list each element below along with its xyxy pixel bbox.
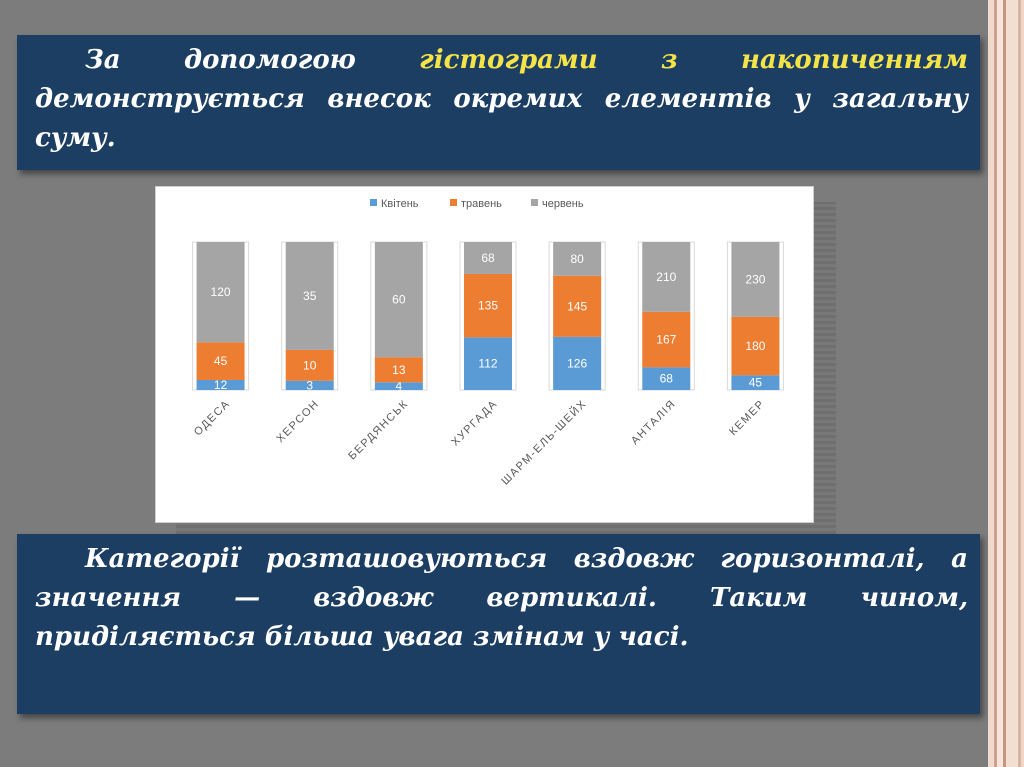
legend-label-3: червень bbox=[542, 198, 584, 210]
data-label: 210 bbox=[656, 270, 676, 284]
bar-segment bbox=[285, 349, 334, 381]
data-label: 68 bbox=[660, 372, 674, 386]
bar-segment bbox=[374, 242, 423, 358]
data-label: 4 bbox=[396, 379, 403, 393]
bar-segment bbox=[642, 242, 691, 312]
bar-segment bbox=[642, 367, 691, 390]
bar-segment bbox=[285, 242, 334, 350]
chart-panel: Квітень травень червень 12 45 120 ОДЕСА 3 10 35 ХЕ… bbox=[155, 186, 814, 523]
data-label: 230 bbox=[745, 272, 765, 286]
data-label: 120 bbox=[211, 285, 231, 299]
bar-segment bbox=[374, 382, 423, 390]
intro-text-highlight: гістограми з накопиченням bbox=[419, 45, 968, 75]
category-label: БЕРДЯНСЬК bbox=[346, 398, 411, 463]
data-label: 10 bbox=[303, 358, 317, 372]
bar-segment bbox=[196, 342, 245, 380]
category-label: ХУРГАДА bbox=[449, 398, 500, 449]
category-label: ХЕРСОН bbox=[274, 398, 321, 445]
data-label: 167 bbox=[656, 333, 676, 347]
bar-segment bbox=[464, 337, 512, 390]
explanation-text: Категорії розташовуються вздовж горизонт… bbox=[35, 544, 968, 652]
bar-segment bbox=[464, 273, 512, 338]
data-label: 135 bbox=[478, 299, 498, 313]
explanation-text-box: Категорії розташовуються вздовж горизонт… bbox=[17, 534, 980, 714]
bar-segment bbox=[731, 242, 780, 317]
legend-label-1: Квітень bbox=[381, 198, 419, 210]
data-label: 126 bbox=[567, 356, 587, 370]
data-label: 35 bbox=[303, 289, 317, 303]
bar-segment bbox=[731, 375, 780, 390]
bar-segment bbox=[642, 311, 691, 368]
bar-segment bbox=[285, 380, 334, 390]
legend-swatch-2 bbox=[450, 199, 457, 206]
bar-segment bbox=[196, 379, 245, 390]
bar-segment bbox=[553, 336, 602, 390]
bar-segment bbox=[553, 242, 602, 276]
bar-segment bbox=[464, 242, 512, 274]
data-label: 60 bbox=[392, 293, 406, 307]
data-label: 68 bbox=[481, 251, 495, 265]
legend-label-2: травень bbox=[461, 198, 502, 210]
data-label: 112 bbox=[478, 357, 497, 371]
data-label: 13 bbox=[392, 363, 406, 377]
legend-swatch-1 bbox=[370, 199, 377, 206]
data-label: 180 bbox=[745, 339, 765, 353]
data-label: 80 bbox=[570, 252, 584, 266]
intro-text-start: За допомогою bbox=[85, 45, 420, 75]
intro-text-box: За допомогою гістограми з накопиченням д… bbox=[17, 35, 980, 170]
stacked-bar-chart: Квітень травень червень 12 45 120 ОДЕСА 3 10 35 ХЕ… bbox=[192, 198, 784, 488]
data-label: 3 bbox=[306, 378, 313, 392]
legend-swatch-3 bbox=[531, 199, 538, 206]
category-label: АНТАЛІЯ bbox=[629, 398, 678, 447]
category-label: КЕМЕР bbox=[727, 398, 767, 438]
data-label: 45 bbox=[214, 354, 228, 368]
category-label: ОДЕСА bbox=[192, 398, 233, 439]
bar-segment bbox=[374, 357, 423, 383]
bar-segment bbox=[731, 316, 780, 376]
decorative-border bbox=[988, 0, 1024, 767]
data-label: 45 bbox=[749, 376, 763, 390]
bar-segment bbox=[553, 275, 602, 337]
category-label: ШАРМ-ЕЛЬ-ШЕЙХ bbox=[499, 397, 590, 488]
data-label: 12 bbox=[214, 378, 228, 392]
intro-text-end: демонструється внесок окремих елементів … bbox=[35, 84, 968, 153]
bar-segment bbox=[196, 242, 245, 343]
data-label: 145 bbox=[567, 299, 587, 313]
